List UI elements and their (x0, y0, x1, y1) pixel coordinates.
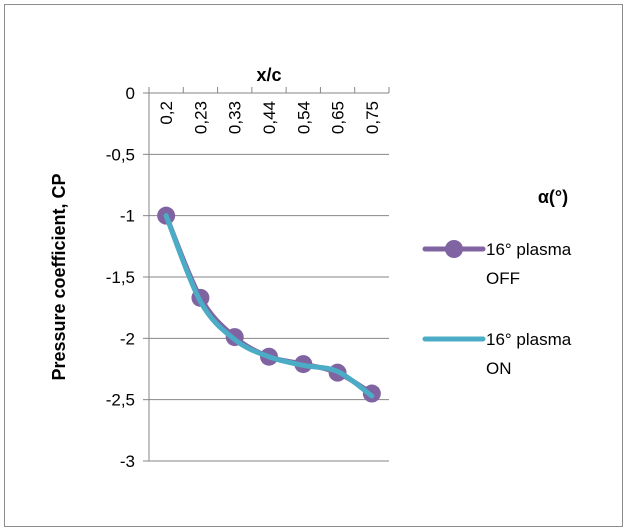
y-tick-label: -0,5 (106, 145, 135, 164)
gridlines (149, 153, 389, 462)
y-tick-label: -3 (120, 452, 135, 471)
chart-area: 0 -0,5 -1 -1,5 -2 -2,5 -3 0,2 0,23 0,33 0,44 0,54 0… (4, 4, 623, 527)
legend-swatch-marker (445, 240, 463, 258)
x-tick-label: 0,65 (329, 101, 348, 134)
x-tick-label: 0,54 (294, 101, 313, 134)
legend: α(°) 16° plasma OFF 16° plasma ON (422, 187, 572, 378)
y-tick-labels: 0 -0,5 -1 -1,5 -2 -2,5 -3 (106, 84, 135, 471)
legend-label: 16° plasma (486, 240, 572, 259)
x-tick-label: 0,44 (260, 101, 279, 134)
x-tick-label: 0,33 (226, 101, 245, 134)
y-tick-label: 0 (126, 84, 135, 103)
x-tick-label: 0,23 (191, 101, 210, 134)
y-tick-label: -2,5 (106, 391, 135, 410)
x-tick-label: 0,2 (157, 101, 176, 125)
x-tick-labels: 0,2 0,23 0,33 0,44 0,54 0,65 0,75 (157, 101, 382, 134)
x-axis-title: x/c (256, 65, 281, 85)
axes (143, 87, 390, 462)
line-chart: 0-0,5-1-1,5-2-2,5-3 0,2 0,23 0,33 0,44 0,54 0… (49, 65, 572, 471)
y-axis-title: Pressure coefficient, CP (49, 173, 69, 380)
y-tick-label: -1 (120, 207, 135, 226)
series-lines (157, 206, 381, 403)
legend-title: α(°) (538, 187, 568, 207)
x-tick-label: 0,75 (363, 101, 382, 134)
y-tick-label: -2 (120, 329, 135, 348)
legend-label: 16° plasma (486, 330, 572, 349)
legend-label: OFF (486, 269, 520, 288)
y-tick-label: -1,5 (106, 268, 135, 287)
legend-label: ON (486, 359, 512, 378)
series-line-2 (163, 213, 375, 399)
